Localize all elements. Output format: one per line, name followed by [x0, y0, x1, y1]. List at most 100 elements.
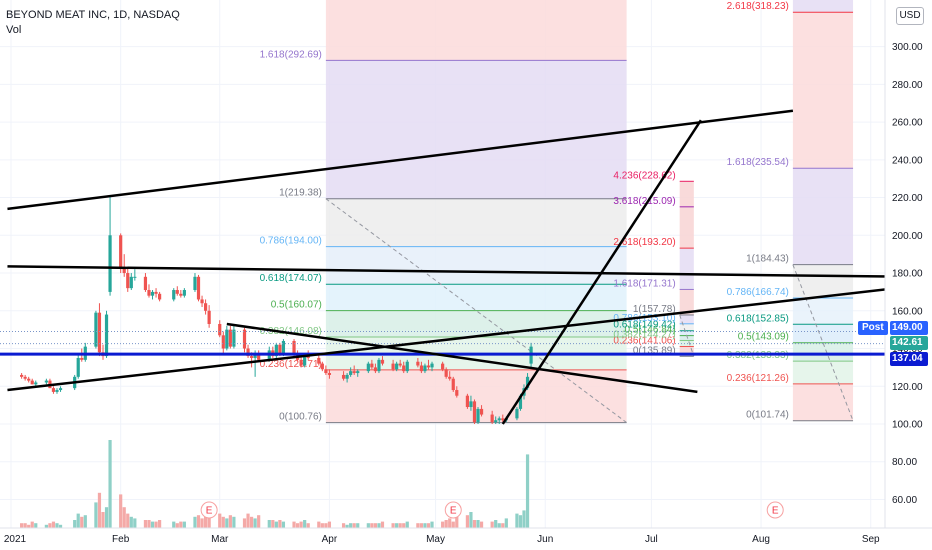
volume-bar	[278, 520, 282, 528]
volume-bar	[30, 521, 34, 528]
volume-bar	[147, 520, 151, 528]
fib-trend-dashed	[679, 314, 695, 357]
candle-body	[94, 312, 98, 347]
current-price-tag: 142.61	[890, 336, 928, 350]
earnings-marker	[200, 501, 218, 519]
candle-body	[303, 356, 307, 366]
candle-body	[34, 382, 38, 385]
volume-bar	[83, 515, 87, 528]
candle-body	[20, 374, 24, 377]
volume-bar	[479, 521, 484, 528]
candle-body	[257, 354, 261, 360]
volume-bar	[370, 523, 374, 528]
volume-bar	[349, 523, 353, 528]
candle-body	[242, 329, 247, 349]
candle-body	[274, 344, 278, 357]
earnings-marker-label: E	[772, 506, 779, 517]
earnings-marker	[444, 501, 462, 519]
volume-bar	[448, 518, 452, 528]
time-axis-tick-label: Jul	[645, 534, 658, 545]
candle-body	[341, 374, 346, 379]
volume-bar	[80, 516, 84, 528]
symbol-title[interactable]: BEYOND MEAT INC, 1D, NASDAQ	[6, 9, 180, 21]
post-market-price-tag: 149.00	[890, 321, 928, 335]
volume-bar	[398, 523, 402, 528]
fib-zone	[679, 335, 694, 341]
candle-body	[179, 293, 183, 296]
candle-body	[345, 374, 349, 379]
time-axis-tick-label: Jun	[537, 534, 553, 545]
fib-zone	[325, 198, 627, 247]
fib-level-label: 2.618(193.20)	[613, 237, 675, 248]
candle-body	[479, 408, 484, 415]
candle-body	[175, 290, 179, 294]
volume-bar	[380, 521, 385, 528]
candle-body	[472, 401, 477, 423]
volume-bar	[48, 523, 52, 528]
candle-body	[249, 356, 254, 358]
candle-body	[391, 363, 395, 370]
fib-zone	[792, 264, 854, 299]
volume-bar	[451, 521, 455, 528]
volume-bar	[175, 523, 179, 528]
volume-bar	[196, 515, 201, 528]
candle-body	[448, 376, 452, 379]
candle-body	[469, 401, 473, 408]
price-axis-tick-label: 160.00	[892, 306, 923, 317]
candle-body	[97, 312, 102, 353]
volume-label[interactable]: Vol	[6, 24, 22, 36]
volume-bar	[441, 521, 445, 528]
volume-bar	[395, 523, 399, 528]
candle-body	[525, 376, 530, 389]
fib-level-label: 0(135.89)	[633, 345, 676, 356]
candle-body	[218, 323, 222, 336]
volume-bar	[299, 521, 303, 528]
volume-bar	[101, 512, 105, 528]
volume-bar	[232, 516, 236, 528]
price-axis-background	[885, 0, 932, 550]
candle-body	[232, 329, 236, 347]
candle-body	[356, 371, 360, 374]
fib-zone	[325, 60, 627, 199]
volume-bar	[377, 523, 381, 528]
candle-body	[349, 371, 353, 375]
candle-body	[119, 235, 123, 268]
volume-bar	[20, 523, 24, 528]
currency-button[interactable]: USD	[896, 7, 924, 25]
volume-bar	[320, 523, 324, 528]
volume-bar	[345, 524, 349, 528]
candle-body	[193, 276, 197, 291]
fib-zone	[679, 181, 694, 207]
earnings-marker	[766, 501, 784, 519]
volume-bar	[373, 523, 378, 528]
fib-zone	[679, 206, 694, 249]
volume-bar	[504, 518, 508, 528]
volume-bar	[518, 515, 523, 528]
candle-body	[380, 359, 385, 364]
candle-body	[373, 367, 378, 372]
candle-body	[154, 291, 158, 294]
candle-body	[200, 299, 204, 304]
fib-level-label: 0.618(152.85)	[727, 313, 789, 324]
fib-level-label: 3.618(215.09)	[613, 196, 675, 207]
price-axis-tick-label: 240.00	[892, 155, 923, 166]
fib-zone	[792, 298, 854, 325]
candle-body	[221, 335, 225, 349]
candle-body	[44, 380, 48, 383]
candle-body	[515, 408, 519, 419]
candle-body	[299, 359, 303, 366]
candle-body	[402, 365, 406, 372]
volume-bar	[55, 523, 59, 528]
fib-level-label: 0.618(149.42)	[613, 320, 675, 331]
fib-level-label: 1(184.43)	[746, 254, 789, 265]
volume-bar	[23, 523, 27, 528]
trendline-steep-up-line	[501, 119, 702, 425]
volume-bar	[515, 513, 519, 528]
volume-bar	[172, 521, 176, 528]
volume-bar	[133, 518, 137, 528]
price-axis-tick-label: 200.00	[892, 231, 923, 242]
volume-bar	[490, 521, 494, 528]
candle-body	[366, 363, 370, 372]
volume-bar	[122, 507, 126, 528]
